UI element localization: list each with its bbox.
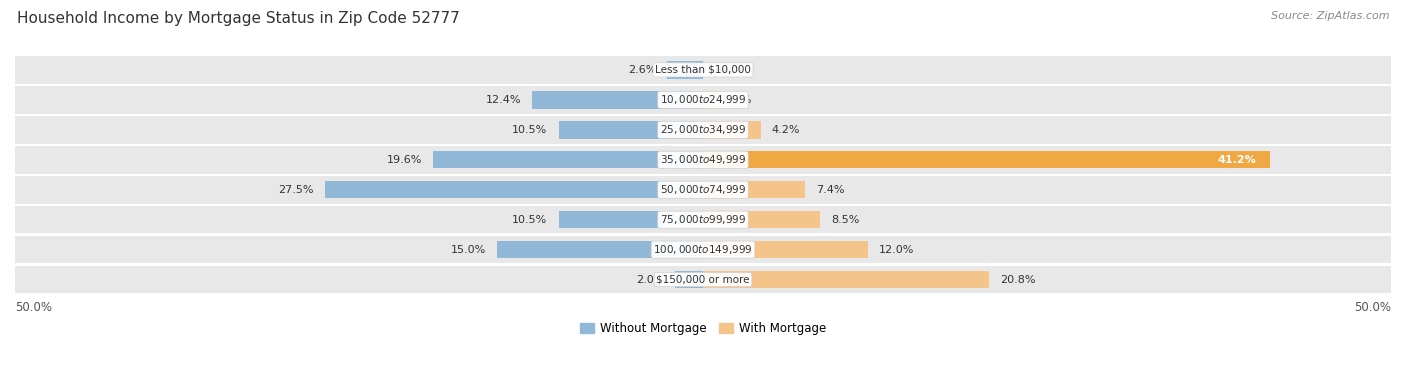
Text: $35,000 to $49,999: $35,000 to $49,999 (659, 153, 747, 166)
Bar (558, 121, 703, 138)
Bar (15, 56, 1391, 84)
Text: 10.5%: 10.5% (512, 125, 547, 135)
Bar (533, 91, 703, 109)
Bar (433, 151, 703, 169)
Bar (675, 271, 703, 288)
Bar (703, 211, 820, 228)
Bar (15, 236, 1391, 264)
Text: $10,000 to $24,999: $10,000 to $24,999 (659, 93, 747, 106)
Text: Household Income by Mortgage Status in Zip Code 52777: Household Income by Mortgage Status in Z… (17, 11, 460, 26)
Text: 7.4%: 7.4% (815, 185, 845, 195)
Text: 12.4%: 12.4% (486, 95, 522, 105)
Text: 19.6%: 19.6% (387, 155, 422, 165)
Bar (703, 151, 1270, 169)
Text: $50,000 to $74,999: $50,000 to $74,999 (659, 183, 747, 196)
Bar (15, 206, 1391, 233)
Bar (668, 61, 703, 78)
Text: 8.5%: 8.5% (831, 215, 859, 225)
Bar (558, 211, 703, 228)
Bar (703, 271, 990, 288)
Bar (325, 181, 703, 198)
Bar (703, 241, 868, 258)
Text: 0.0%: 0.0% (714, 65, 742, 75)
Bar (15, 86, 1391, 113)
Text: 41.2%: 41.2% (1218, 155, 1256, 165)
Text: 4.2%: 4.2% (772, 125, 800, 135)
Text: Source: ZipAtlas.com: Source: ZipAtlas.com (1271, 11, 1389, 21)
Text: Less than $10,000: Less than $10,000 (655, 65, 751, 75)
Bar (496, 241, 703, 258)
Text: 2.6%: 2.6% (628, 65, 657, 75)
Text: 20.8%: 20.8% (1000, 274, 1036, 285)
Text: $75,000 to $99,999: $75,000 to $99,999 (659, 213, 747, 226)
Text: $100,000 to $149,999: $100,000 to $149,999 (654, 243, 752, 256)
Text: 27.5%: 27.5% (278, 185, 314, 195)
Text: 12.0%: 12.0% (879, 245, 914, 254)
Bar (703, 121, 761, 138)
Bar (15, 266, 1391, 293)
Text: 50.0%: 50.0% (1354, 301, 1391, 314)
Text: 0.7%: 0.7% (724, 95, 752, 105)
Bar (703, 91, 713, 109)
Bar (15, 146, 1391, 173)
Text: 15.0%: 15.0% (450, 245, 485, 254)
Text: $25,000 to $34,999: $25,000 to $34,999 (659, 123, 747, 136)
Bar (703, 181, 804, 198)
Text: 10.5%: 10.5% (512, 215, 547, 225)
Bar (15, 116, 1391, 144)
Text: 50.0%: 50.0% (15, 301, 52, 314)
Bar (15, 176, 1391, 204)
Legend: Without Mortgage, With Mortgage: Without Mortgage, With Mortgage (575, 317, 831, 340)
Text: 2.0%: 2.0% (636, 274, 665, 285)
Text: $150,000 or more: $150,000 or more (657, 274, 749, 285)
